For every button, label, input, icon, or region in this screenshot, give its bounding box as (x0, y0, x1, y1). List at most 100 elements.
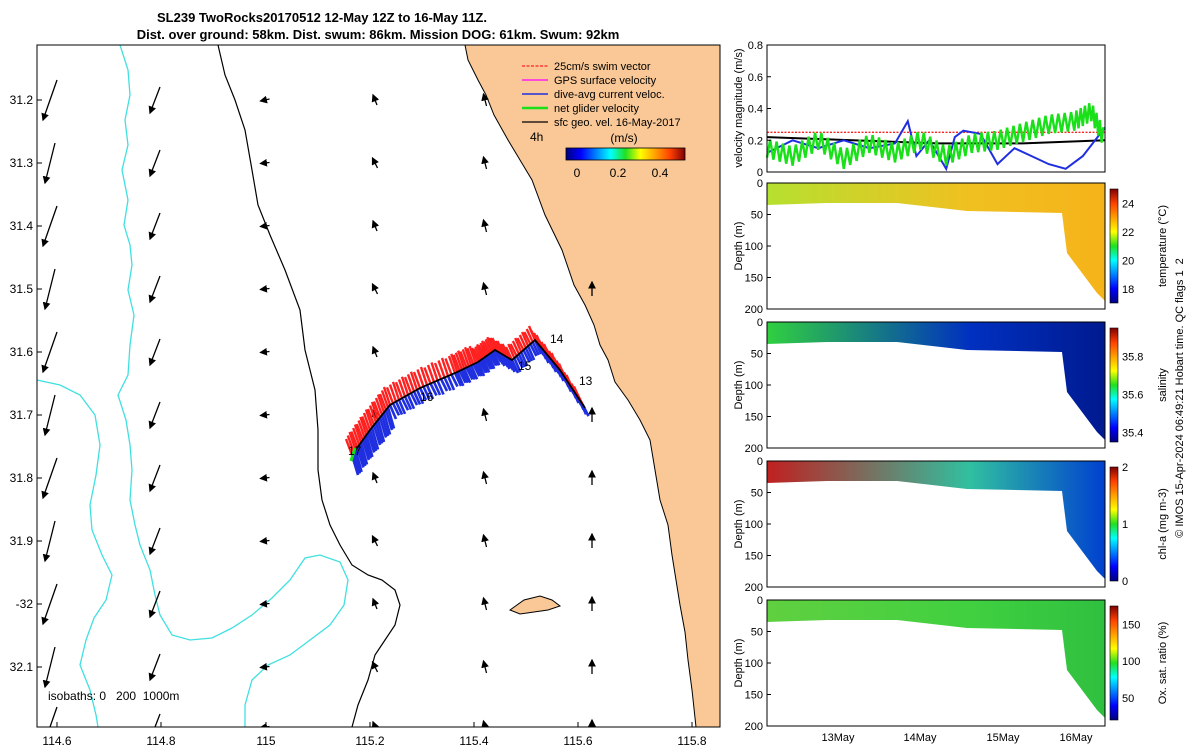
current-vector (526, 345, 536, 361)
track-label-13: 13 (579, 374, 593, 388)
depth-tick-label: 0 (757, 456, 763, 468)
swim-vector (416, 369, 425, 387)
velocity-ytick-label: 0.6 (748, 72, 763, 84)
geo-velocity-arrow (154, 713, 161, 727)
isobaths-label: isobaths: 0 200 1000m (48, 689, 179, 703)
current-vector (386, 407, 396, 429)
swim-vector (511, 340, 520, 355)
track-label-14: 14 (550, 332, 564, 346)
geo-velocity-arrow (259, 347, 270, 356)
depth-tick-label: 150 (745, 690, 763, 702)
geo-velocity-arrow (481, 659, 489, 674)
section-ox-sat-ratio: 0 50 100 150 200 Depth (m) 50 100 150 Ox. sat. ra… (733, 595, 1169, 733)
swim-vector (447, 355, 457, 374)
swim-vector (344, 438, 354, 456)
current-vector (481, 357, 491, 373)
swim-vector (520, 331, 530, 347)
current-vector (391, 402, 401, 416)
swim-vector (518, 334, 527, 349)
geo-velocity-arrow (41, 331, 58, 374)
legend-current-label: dive-avg current veloc. (554, 89, 665, 101)
swim-vector (350, 431, 359, 448)
colorbar-label: chl-a (mg m-3) (1157, 488, 1169, 560)
depth-tick-label: 200 (745, 304, 763, 316)
geo-velocity-arrow (259, 536, 270, 545)
current-vector (456, 371, 465, 387)
colorbar-tick-label: 50 (1122, 693, 1134, 705)
current-vector (378, 417, 388, 438)
colorbar-tick-label: 150 (1122, 619, 1140, 631)
depth-tick-label: 50 (751, 488, 763, 500)
geo-velocity-arrow (148, 653, 161, 682)
geo-velocity-arrow (148, 212, 161, 241)
geo-velocity-arrow (148, 590, 161, 619)
geo-velocity-arrow (371, 660, 379, 673)
track-line (351, 338, 586, 456)
swim-vector (406, 374, 416, 392)
colorbar-title: (m/s) (610, 131, 637, 145)
geo-velocity-arrow (41, 457, 58, 500)
swim-vector (419, 366, 429, 386)
swim-vector (466, 347, 475, 365)
swim-vector (440, 357, 450, 377)
time-tick-15may: 15May (986, 732, 1020, 744)
geo-velocity-arrow (42, 520, 56, 563)
current-vector (529, 343, 538, 357)
swim-vector (388, 384, 398, 402)
swim-vector (437, 360, 446, 378)
velocity-ylabel: velocity magnitude (m/s) (733, 48, 745, 167)
section-data-field (767, 183, 1105, 301)
colorbar-label: salinity (1157, 368, 1169, 402)
geo-velocity-arrow (148, 527, 161, 556)
geo-velocity-arrow (259, 284, 270, 293)
current-vector (469, 364, 479, 380)
map-ytick-label: 31.7 (10, 408, 34, 422)
current-vector (425, 384, 435, 400)
current-vector (429, 382, 438, 397)
current-vector (522, 349, 531, 363)
swim-vector (403, 376, 413, 394)
legend-swim-label: 25cm/s swim vector (554, 61, 651, 73)
section-ylabel: Depth (m) (733, 639, 745, 688)
geo-velocity-arrow (259, 662, 270, 671)
geo-velocity-arrow (42, 394, 56, 437)
depth-tick-label: 50 (751, 210, 763, 222)
section-temperature: 0 50 100 150 200 Depth (m) 18 20 22 24 temperature… (733, 178, 1169, 316)
map-frame (36, 44, 721, 728)
depth-tick-label: 150 (745, 412, 763, 424)
swim-vector (452, 354, 461, 372)
geo-velocity-arrow (371, 534, 379, 547)
swim-vector (479, 342, 488, 357)
depth-tick-label: 200 (745, 443, 763, 455)
net-velocity-vector (349, 447, 357, 462)
current-vector (488, 353, 498, 367)
geo-velocity-arrow (481, 533, 489, 548)
swim-vector (482, 341, 491, 355)
current-vector (374, 422, 384, 444)
current-vector (372, 424, 382, 446)
current-vector (458, 370, 467, 384)
section-data-field (767, 461, 1105, 579)
current-vector (474, 362, 483, 377)
island-shape (508, 595, 562, 615)
swim-vector (433, 362, 443, 380)
geo-velocity-arrow (481, 407, 489, 422)
geo-velocity-arrow (41, 583, 58, 626)
geo-velocity-arrow (371, 345, 380, 358)
swim-vector (394, 381, 404, 399)
geo-velocity-arrow (259, 410, 270, 419)
current-vector (388, 404, 398, 420)
swim-vector (382, 386, 392, 406)
swim-vector (484, 338, 493, 353)
geo-velocity-arrow (481, 596, 489, 611)
current-vector (490, 351, 499, 366)
geo-velocity-arrow (259, 95, 270, 104)
current-vector (520, 351, 529, 367)
velocity-ytick-label: 0 (757, 167, 763, 179)
current-vector (432, 381, 442, 396)
section-data-field (767, 600, 1105, 718)
current-vector (354, 449, 363, 473)
map-xtick-label: 115.8 (677, 734, 706, 748)
current-vector (352, 452, 362, 474)
swim-vector (364, 409, 374, 428)
